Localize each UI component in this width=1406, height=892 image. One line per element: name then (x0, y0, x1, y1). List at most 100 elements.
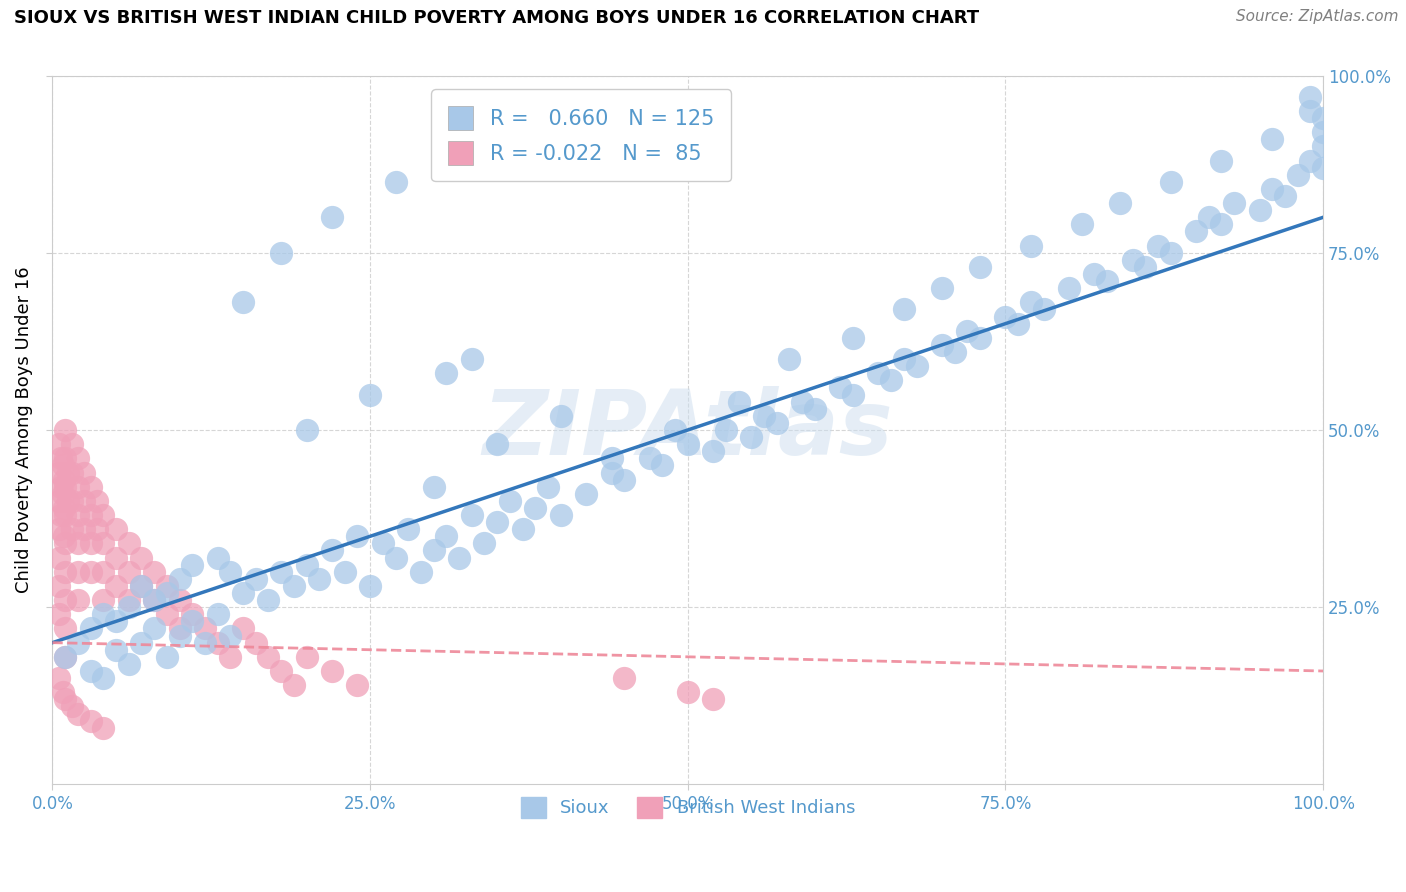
Point (53, 565, 76, 579)
Point (346, 529, 368, 543)
Point (969, 260, 991, 274)
Point (1083, 267, 1105, 281)
Point (600, 466, 623, 480)
Point (66, 635, 89, 649)
Point (880, 373, 903, 387)
Point (550, 508, 572, 522)
Point (48, 550, 70, 565)
Point (359, 387, 381, 401)
Point (842, 331, 865, 345)
Point (1211, 218, 1233, 232)
Point (270, 245, 292, 260)
Point (52, 458, 75, 473)
Point (52, 685, 75, 699)
Point (52, 473, 75, 487)
Point (143, 593, 166, 607)
Point (664, 423, 686, 437)
Point (143, 565, 166, 579)
Point (91, 508, 114, 522)
Point (79, 714, 101, 728)
Point (1312, 139, 1334, 153)
Text: Source: ZipAtlas.com: Source: ZipAtlas.com (1236, 9, 1399, 24)
Point (422, 543, 444, 558)
Point (53, 593, 76, 607)
Point (371, 536, 394, 550)
Point (73, 522, 96, 536)
Point (66, 480, 89, 494)
Point (295, 423, 318, 437)
Point (1299, 103, 1322, 118)
Point (905, 359, 928, 374)
Point (56, 494, 79, 508)
Point (359, 579, 381, 593)
Point (1261, 132, 1284, 146)
Point (245, 635, 267, 649)
Point (1299, 153, 1322, 168)
Point (156, 586, 179, 600)
Point (434, 366, 457, 380)
Point (486, 515, 509, 529)
Point (48, 671, 70, 685)
Text: SIOUX VS BRITISH WEST INDIAN CHILD POVERTY AMONG BOYS UNDER 16 CORRELATION CHART: SIOUX VS BRITISH WEST INDIAN CHILD POVER… (14, 9, 979, 27)
Point (194, 635, 217, 649)
Point (53, 649, 76, 664)
Point (207, 607, 229, 622)
Point (702, 692, 724, 706)
Point (257, 593, 280, 607)
Point (66, 565, 89, 579)
Point (308, 572, 330, 586)
Point (232, 622, 254, 636)
Point (79, 664, 101, 678)
Point (79, 536, 101, 550)
Point (270, 565, 292, 579)
Point (1249, 203, 1271, 218)
Point (1312, 161, 1334, 175)
Point (295, 558, 318, 572)
Point (1032, 302, 1054, 317)
Point (53, 423, 76, 437)
Point (676, 437, 699, 451)
Point (73, 466, 96, 480)
Point (52, 500, 75, 515)
Point (270, 664, 292, 678)
Point (384, 550, 406, 565)
Point (409, 565, 432, 579)
Point (53, 451, 76, 466)
Text: ZIPAtlas: ZIPAtlas (482, 386, 893, 474)
Point (346, 678, 368, 692)
Point (651, 458, 673, 473)
Point (91, 721, 114, 735)
Point (66, 508, 89, 522)
Point (143, 593, 166, 607)
Point (550, 409, 572, 423)
Point (1261, 182, 1284, 196)
Point (169, 572, 191, 586)
Point (207, 635, 229, 649)
Point (118, 600, 141, 615)
Point (524, 500, 547, 515)
Point (60, 494, 83, 508)
Point (131, 550, 153, 565)
Point (169, 629, 191, 643)
Point (1274, 189, 1296, 203)
Point (830, 380, 852, 394)
Point (613, 473, 636, 487)
Point (1147, 238, 1170, 252)
Point (51, 451, 73, 466)
Point (60, 522, 83, 536)
Point (156, 607, 179, 622)
Point (118, 565, 141, 579)
Point (1211, 153, 1233, 168)
Point (207, 550, 229, 565)
Point (194, 622, 217, 636)
Y-axis label: Child Poverty Among Boys Under 16: Child Poverty Among Boys Under 16 (15, 267, 32, 593)
Point (893, 302, 915, 317)
Point (53, 692, 76, 706)
Point (804, 401, 827, 416)
Point (638, 451, 661, 466)
Point (232, 586, 254, 600)
Point (1019, 238, 1042, 252)
Point (333, 565, 356, 579)
Point (51, 480, 73, 494)
Point (66, 536, 89, 550)
